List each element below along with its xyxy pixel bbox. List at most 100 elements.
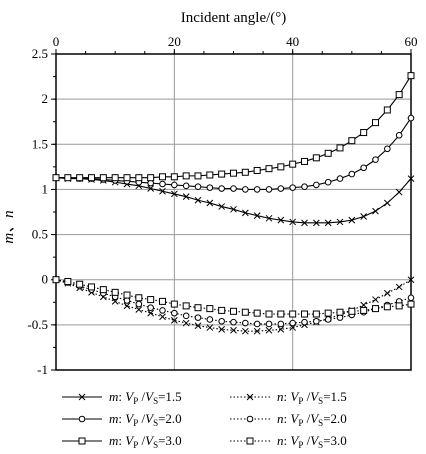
data-point <box>218 317 225 325</box>
legend-label-value: =1.5 <box>158 389 182 404</box>
data-point <box>218 203 226 210</box>
data-point <box>360 213 368 220</box>
data-point <box>289 160 297 168</box>
legend-label-vs: V <box>145 411 155 426</box>
data-point <box>111 174 119 182</box>
data-point <box>147 296 155 304</box>
data-point <box>206 184 214 191</box>
data-point <box>265 165 273 173</box>
data-point-stroke <box>407 175 415 182</box>
legend-label-vs-sub: S <box>318 396 323 406</box>
legend-label-colon: : <box>284 389 291 404</box>
data-point-stroke <box>324 219 332 227</box>
data-point <box>170 316 178 324</box>
legend-label-vp-sub: P <box>133 418 138 428</box>
y-tick-label: 1 <box>42 181 49 196</box>
data-point <box>147 185 155 192</box>
legend-label-value: =2.0 <box>158 411 182 426</box>
x-axis-title: Incident angle/(°) <box>181 10 287 26</box>
legend-label-slash: / <box>303 411 310 426</box>
data-point <box>301 157 308 165</box>
data-point <box>170 190 178 198</box>
legend-label-vs: V <box>310 411 320 426</box>
data-point <box>348 216 356 224</box>
data-point <box>348 307 356 315</box>
series-line <box>56 75 412 179</box>
data-point <box>348 137 356 145</box>
data-point <box>171 309 178 317</box>
legend-label-vp: V <box>125 389 135 404</box>
legend-label-vs-sub: S <box>318 418 323 428</box>
x-tick-label: 0 <box>53 34 60 49</box>
data-point <box>64 278 72 286</box>
data-point <box>230 326 237 334</box>
data-point <box>277 163 285 171</box>
data-point <box>336 308 344 316</box>
data-point <box>253 327 261 335</box>
legend-label-vp: V <box>290 433 300 448</box>
data-point-stroke <box>206 324 214 331</box>
data-point <box>313 317 320 325</box>
data-point-stroke <box>372 296 379 303</box>
data-point <box>76 174 84 182</box>
series-n-2.0 <box>52 276 415 328</box>
series-m-1.5 <box>52 174 415 227</box>
data-point <box>218 326 226 333</box>
legend-label-colon: : <box>284 411 291 426</box>
data-point <box>289 218 297 226</box>
x-tick-label: 40 <box>286 34 299 49</box>
data-point <box>395 131 403 139</box>
data-point-stroke <box>253 327 261 335</box>
data-point-stroke <box>182 319 190 327</box>
data-point <box>147 304 154 312</box>
data-point <box>301 219 308 227</box>
legend-label-vs-sub: S <box>153 418 158 428</box>
legend-label: n: VP /VS=3.0 <box>277 433 347 450</box>
data-point <box>336 175 344 182</box>
data-point <box>253 186 261 193</box>
data-point <box>64 174 72 182</box>
data-point-stroke <box>241 327 249 335</box>
data-point <box>242 319 249 327</box>
data-point <box>194 304 202 312</box>
data-point <box>289 184 296 191</box>
data-point <box>277 185 285 192</box>
data-point <box>384 145 391 153</box>
data-point <box>159 313 166 321</box>
legend-label-prefix: m <box>109 433 118 448</box>
data-point <box>265 310 273 318</box>
legend-label-vs: V <box>145 433 155 448</box>
legend-label-slash: / <box>303 389 310 404</box>
legend-label-prefix: n <box>277 411 284 426</box>
y-tick-label: 0.5 <box>32 227 48 242</box>
data-point <box>253 212 261 219</box>
data-point-stroke <box>159 187 166 195</box>
data-point-stroke <box>170 316 178 324</box>
data-point-stroke <box>159 313 166 321</box>
data-point <box>312 310 320 318</box>
legend-label-value: =1.5 <box>323 389 347 404</box>
legend-label-colon: : <box>118 433 125 448</box>
data-point <box>241 327 249 335</box>
data-point-stroke <box>135 306 143 313</box>
data-point <box>383 289 391 297</box>
legend-entry: n: VP /VS=2.0 <box>230 411 347 428</box>
data-point <box>301 183 308 191</box>
data-point <box>372 296 379 303</box>
data-point <box>324 149 332 157</box>
data-point <box>289 319 296 327</box>
data-point <box>407 276 415 284</box>
data-point-stroke <box>147 185 155 192</box>
legend-label-slash: / <box>138 411 145 426</box>
legend-label: n: VP /VS=1.5 <box>277 389 347 406</box>
data-point <box>78 437 86 445</box>
legend-label-colon: : <box>118 389 125 404</box>
data-point-stroke <box>383 199 391 207</box>
y-tick-label: -0.5 <box>27 317 48 332</box>
data-point <box>265 320 273 328</box>
data-point <box>407 300 415 308</box>
data-point <box>194 172 202 180</box>
y-tick-label: 0 <box>42 272 49 287</box>
legend-label-vs: V <box>310 433 320 448</box>
